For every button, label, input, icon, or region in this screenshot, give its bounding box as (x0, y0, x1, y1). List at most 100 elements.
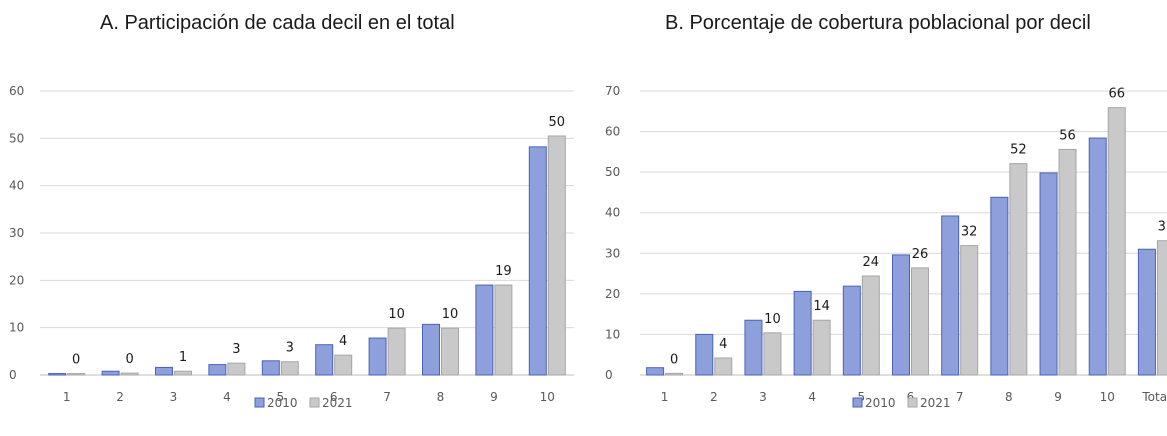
chart-a-data-label: 4 (339, 334, 347, 349)
chart-b-bar-2010-8 (990, 196, 1009, 376)
chart-a-bar-2021-7 (387, 327, 406, 376)
chart-a-data-label: 50 (549, 115, 566, 130)
chart-a-xtick-label: 4 (223, 390, 231, 404)
chart-a-bar-2021-5 (280, 361, 299, 376)
chart-a-data-label: 1 (179, 350, 187, 365)
chart-b-ytick-label: 30 (605, 246, 620, 260)
chart-b-bar-2021-Total (1156, 240, 1167, 376)
chart-b-data-label: 32 (961, 225, 978, 240)
chart-b-xtick-label: 3 (759, 390, 767, 404)
chart-b-xtick-label: 9 (1054, 390, 1062, 404)
chart-a-bar-2010-4 (208, 364, 227, 376)
chart-b-bar-2010-4 (793, 290, 812, 376)
chart-a-data-label: 19 (495, 264, 512, 279)
chart-a-xtick-label: 6 (330, 390, 338, 404)
chart-b-data-label: 10 (764, 312, 781, 327)
chart-b-bar-2021-1 (665, 372, 684, 376)
chart-b-xtick-label: 1 (661, 390, 669, 404)
chart-a-xtick-label: 3 (170, 390, 178, 404)
chart-b-data-label: 24 (863, 255, 880, 270)
chart-b-xtick-label: 6 (907, 390, 915, 404)
chart-a-ytick-label: 40 (9, 179, 24, 193)
chart-a-bar-2010-10 (528, 146, 547, 376)
chart-b-ytick-label: 0 (605, 368, 613, 382)
chart-b-data-label: 4 (719, 337, 727, 352)
chart-a-bar-2010-1 (48, 373, 67, 376)
chart-a-bar-2021-3 (174, 370, 192, 376)
chart-b-xtick-label: 2 (710, 390, 718, 404)
chart-b-data-label: 33 (1158, 220, 1167, 235)
chart-a-data-label: 0 (72, 353, 80, 368)
chart-b-bar-2021-8 (1009, 163, 1028, 376)
chart-b-xtick-label: 5 (857, 390, 865, 404)
chart-a-legend-swatch-2010 (254, 397, 265, 408)
chart-b-bar-2010-2 (695, 333, 714, 376)
chart-a-data-label: 0 (125, 352, 133, 367)
chart-b-ytick-label: 70 (605, 84, 620, 98)
chart-a-ytick-label: 60 (9, 84, 24, 98)
chart-a-bar-2021-4 (227, 362, 246, 376)
chart-b-xtick-label: 8 (1005, 390, 1013, 404)
chart-b-bar-2010-9 (1039, 172, 1058, 376)
chart-a-bar-2021-6 (334, 354, 353, 376)
chart-a-data-label: 10 (388, 307, 405, 322)
chart-b-bar-2010-6 (892, 254, 910, 376)
chart-a-bar-2021-8 (441, 327, 459, 376)
chart-a-bar-2021-2 (120, 372, 139, 376)
chart-a-legend-swatch-2021 (309, 397, 320, 408)
chart-a-xtick-label: 9 (490, 390, 498, 404)
chart-a-bar-2010-2 (101, 370, 120, 376)
chart-a-ytick-label: 0 (9, 368, 17, 382)
chart-b-data-label: 0 (670, 352, 678, 367)
chart-b-ytick-label: 50 (605, 165, 620, 179)
chart-b-title: B. Porcentaje de cobertura poblacional p… (665, 12, 1091, 34)
chart-b-data-label: 26 (912, 247, 929, 262)
chart-a-bar-2010-8 (422, 323, 440, 376)
chart-b-bar-2021-3 (763, 332, 782, 376)
chart-b-data-label: 66 (1108, 87, 1125, 102)
chart-a-legend-label-2010: 2010 (267, 396, 298, 410)
chart-b-bar-2010-10 (1088, 137, 1107, 376)
chart-a-ytick-label: 50 (9, 131, 24, 145)
chart-a-title: A. Participación de cada decil en el tot… (100, 12, 455, 34)
chart-b-xtick-label: 7 (956, 390, 964, 404)
chart-b-bar-2021-4 (812, 319, 831, 376)
chart-b-data-label: 14 (813, 299, 830, 314)
chart-b-bar-2021-10 (1107, 107, 1126, 376)
chart-b-bar-2021-5 (861, 275, 880, 376)
chart-a-bar-2021-1 (67, 373, 86, 376)
chart-a-bar-2010-3 (155, 366, 173, 376)
chart-b-xtick-label: 10 (1100, 390, 1115, 404)
chart-b-ytick-label: 20 (605, 287, 620, 301)
chart-a-xtick-label: 1 (63, 390, 71, 404)
chart-b-bar-2021-9 (1058, 148, 1077, 376)
chart-a-data-label: 3 (286, 341, 294, 356)
chart-b-xtick-label: Total (1141, 390, 1167, 404)
chart-b-data-label: 52 (1010, 143, 1027, 158)
chart-a-xtick-label: 10 (540, 390, 555, 404)
chart-a-data-label: 10 (442, 307, 459, 322)
chart-a-ytick-label: 30 (9, 226, 24, 240)
chart-a-bar-2021-9 (494, 284, 513, 376)
chart-a-bar-2010-6 (315, 344, 334, 376)
chart-a-bar-2010-5 (261, 360, 280, 376)
chart-a-legend-label-2021: 2021 (322, 396, 353, 410)
chart-b-bar-2021-7 (960, 245, 979, 376)
chart-a-ytick-label: 20 (9, 273, 24, 287)
chart-b-data-label: 56 (1059, 128, 1076, 143)
chart-a-xtick-label: 7 (383, 390, 391, 404)
chart-a-data-label: 3 (232, 342, 240, 357)
chart-b-bar-2021-6 (911, 267, 929, 376)
chart-b-xtick-label: 4 (808, 390, 816, 404)
chart-b-ytick-label: 10 (605, 327, 620, 341)
chart-b-legend-swatch-2021 (907, 397, 918, 408)
chart-a-xtick-label: 5 (276, 390, 284, 404)
chart-a-xtick-label: 8 (437, 390, 445, 404)
chart-b-bar-2010-3 (744, 319, 763, 376)
chart-b-bar-2010-Total (1137, 248, 1156, 376)
chart-b-bar-2021-2 (714, 357, 733, 376)
chart-b-legend-swatch-2010 (852, 397, 863, 408)
chart-a-bar-2010-9 (475, 284, 494, 376)
